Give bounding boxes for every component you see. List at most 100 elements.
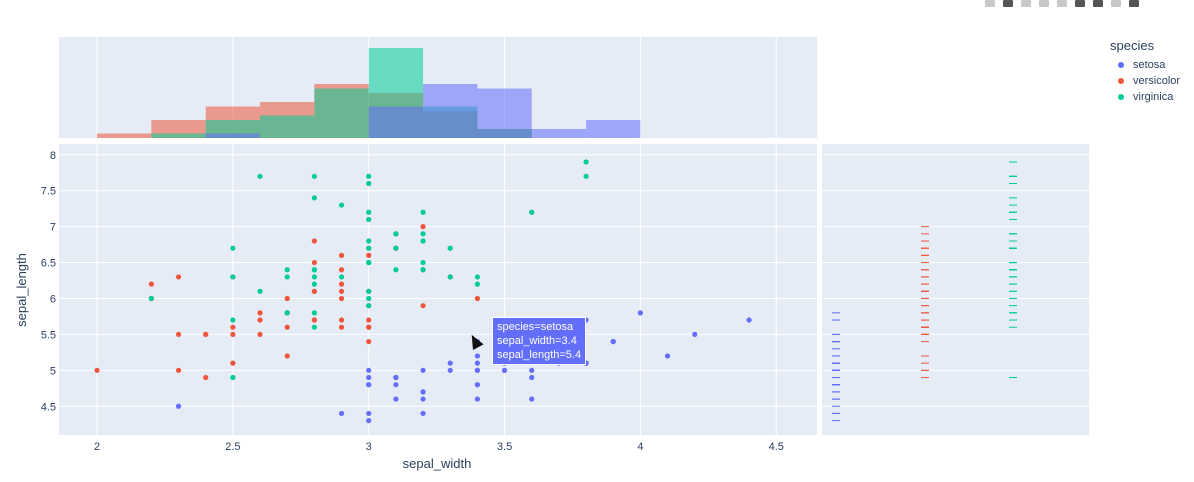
scatter-point-virginica: [338, 202, 345, 208]
scatter-point-setosa: [529, 367, 535, 373]
scatter-point-setosa: [746, 317, 752, 323]
y-tick-label: 5: [50, 365, 56, 377]
zoom-out-icon[interactable]: [1093, 0, 1103, 7]
autoscale-icon[interactable]: [1111, 0, 1121, 7]
scatter-point-versicolor: [284, 295, 290, 302]
scatter-point-virginica: [583, 159, 589, 165]
scatter-point-setosa: [338, 410, 345, 417]
scatter-point-setosa: [447, 367, 453, 373]
scatter-point-versicolor: [338, 288, 345, 294]
scatter-point-setosa: [474, 396, 480, 402]
camera-icon[interactable]: [985, 0, 995, 7]
scatter-point-virginica: [366, 259, 372, 266]
scatter-point-setosa: [529, 396, 535, 402]
legend-marker-icon: [1118, 94, 1124, 100]
zoom-icon[interactable]: [1003, 0, 1013, 7]
scatter-point-versicolor: [284, 353, 290, 359]
legend-marker-icon: [1118, 62, 1124, 68]
legend-item-setosa[interactable]: setosa: [1110, 57, 1180, 73]
histogram-bar-setosa: [586, 120, 641, 138]
zoom-in-icon[interactable]: [1075, 0, 1085, 7]
scatter-point-setosa: [501, 367, 508, 373]
scatter-point-setosa: [692, 331, 698, 338]
scatter-point-versicolor: [338, 324, 345, 330]
scatter-point-virginica: [420, 267, 426, 273]
legend-item-virginica[interactable]: virginica: [1110, 89, 1180, 105]
scatter-point-versicolor: [284, 324, 290, 330]
scatter-plot-area[interactable]: [59, 144, 817, 435]
scatter-point-virginica: [474, 274, 480, 280]
scatter-point-virginica: [311, 324, 317, 330]
scatter-point-setosa: [637, 310, 644, 316]
scatter-point-virginica: [338, 274, 345, 280]
scatter-point-virginica: [447, 274, 453, 280]
scatter-point-virginica: [311, 195, 317, 201]
scatter-point-versicolor: [366, 324, 372, 330]
legend-title: species: [1110, 38, 1155, 53]
scatter-point-versicolor: [175, 274, 182, 280]
scatter-point-virginica: [420, 238, 426, 244]
legend-label: virginica: [1133, 91, 1174, 103]
scatter-point-versicolor: [230, 360, 236, 366]
scatter-point-setosa: [175, 403, 182, 409]
scatter-point-versicolor: [230, 324, 236, 330]
scatter-point-versicolor: [175, 331, 182, 338]
x-tick-label: 3.5: [497, 441, 512, 453]
scatter-point-versicolor: [257, 331, 263, 338]
x-tick-label: 2.5: [225, 441, 240, 453]
scatter-point-virginica: [393, 267, 399, 273]
scatter-point-versicolor: [257, 310, 263, 316]
scatter-point-virginica: [230, 274, 236, 280]
scatter-point-virginica: [447, 245, 453, 251]
scatter-points: [94, 159, 752, 424]
scatter-point-versicolor: [338, 281, 345, 287]
scatter-point-versicolor: [175, 367, 182, 373]
box-select-icon[interactable]: [1039, 0, 1049, 7]
scatter-point-virginica: [230, 374, 236, 381]
scatter-point-virginica: [366, 238, 372, 244]
modebar[interactable]: [985, 0, 1139, 10]
scatter-point-setosa: [366, 374, 372, 381]
scatter-point-virginica: [284, 310, 290, 316]
scatter-point-virginica: [148, 295, 154, 302]
y-tick-label: 7.5: [41, 186, 56, 198]
y-tick-label: 4.5: [41, 401, 56, 413]
x-tick-label: 2: [94, 441, 100, 453]
scatter-point-versicolor: [338, 267, 345, 273]
x-tick-labels: 2 2.5 3 3.5 4 4.5: [94, 441, 784, 453]
scatter-point-versicolor: [338, 295, 345, 302]
scatter-point-versicolor: [420, 303, 426, 309]
scatter-point-setosa: [366, 418, 372, 424]
scatter-point-virginica: [284, 274, 290, 280]
scatter-point-virginica: [474, 281, 480, 287]
tooltip-line: sepal_length=5.4: [497, 349, 582, 361]
histogram-bar-virginica: [151, 133, 206, 138]
scatter-point-versicolor: [203, 374, 209, 381]
scatter-point-virginica: [311, 310, 317, 316]
scatter-point-virginica: [420, 231, 426, 237]
scatter-point-virginica: [366, 295, 372, 302]
scatter-point-virginica: [311, 173, 317, 179]
scatter-point-virginica: [583, 173, 589, 179]
y-tick-label: 6.5: [41, 258, 56, 270]
scatter-point-setosa: [366, 367, 372, 373]
y-tick-label: 7: [50, 222, 56, 234]
scatter-point-setosa: [420, 410, 426, 417]
scatter-point-setosa: [474, 338, 480, 345]
legend-label: setosa: [1133, 59, 1166, 71]
reset-axes-icon[interactable]: [1129, 0, 1139, 7]
scatter-point-virginica: [393, 231, 399, 237]
y-axis-title: sepal_length: [14, 253, 29, 327]
lasso-icon[interactable]: [1057, 0, 1067, 7]
legend-item-versicolor[interactable]: versicolor: [1110, 73, 1180, 89]
scatter-point-versicolor: [311, 238, 317, 244]
tooltip-line: sepal_width=3.4: [497, 335, 577, 347]
x-axis-title: sepal_width: [403, 456, 472, 471]
pan-icon[interactable]: [1021, 0, 1031, 7]
scatter-point-setosa: [366, 382, 372, 388]
legend-label: versicolor: [1133, 75, 1181, 87]
scatter-point-virginica: [230, 245, 236, 251]
x-tick-label: 4.5: [769, 441, 784, 453]
scatter-point-virginica: [311, 274, 317, 280]
scatter-point-setosa: [366, 410, 372, 417]
